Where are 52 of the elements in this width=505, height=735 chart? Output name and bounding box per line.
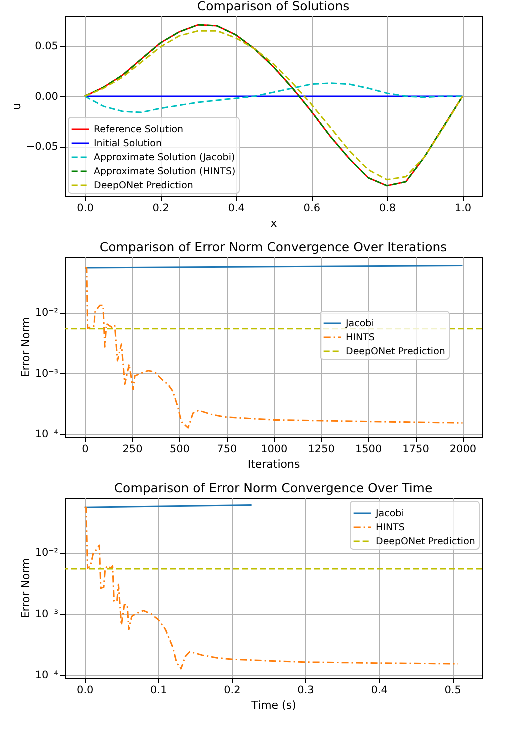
y-tick-label: 10⁻² — [35, 307, 58, 320]
chart-title: Comparison of Error Norm Convergence Over Time — [114, 480, 433, 496]
x-tick-label: 0.5 — [444, 684, 462, 696]
x-tick-label: 2000 — [450, 444, 477, 456]
x-tick-label: 1500 — [355, 444, 382, 456]
x-tick-label: 0.2 — [152, 202, 170, 214]
legend-label: DeepONet Prediction — [346, 346, 446, 358]
y-tick-label: −0.05 — [26, 141, 58, 154]
legend-label: DeepONet Prediction — [376, 536, 476, 548]
y-tick-label: 0.00 — [35, 90, 58, 103]
legend-label: Approximate Solution (Jacobi) — [94, 152, 236, 164]
chart-title: Comparison of Solutions — [197, 0, 350, 14]
legend-label: HINTS — [376, 522, 405, 534]
y-tick-label: 10⁻³ — [35, 608, 58, 620]
x-tick-label: 1000 — [261, 444, 288, 456]
chart-title: Comparison of Error Norm Convergence Over Iterations — [100, 240, 448, 254]
y-axis-title: u — [10, 103, 24, 110]
x-tick-label: 0.1 — [150, 684, 168, 696]
x-tick-label: 0 — [82, 444, 89, 456]
y-tick-label: 10⁻² — [35, 547, 58, 560]
x-axis-title: Time (s) — [250, 699, 296, 712]
x-tick-label: 0.6 — [304, 202, 321, 214]
x-tick-label: 0.0 — [77, 684, 94, 696]
x-tick-label: 1750 — [402, 444, 430, 456]
x-tick-label: 1.0 — [454, 202, 472, 214]
x-tick-label: 250 — [122, 444, 143, 456]
x-tick-label: 0.0 — [77, 202, 94, 214]
y-axis-title: Error Norm — [19, 558, 32, 619]
x-tick-label: 1250 — [308, 444, 335, 456]
legend-label: DeepONet Prediction — [94, 180, 194, 192]
legend-label: Initial Solution — [94, 138, 162, 150]
y-tick-label: 10⁻⁴ — [35, 428, 58, 441]
x-tick-label: 0.8 — [379, 202, 396, 214]
x-axis-title: x — [270, 217, 278, 230]
x-tick-label: 500 — [170, 444, 190, 456]
legend-label: Jacobi — [345, 318, 374, 330]
legend-label: Jacobi — [375, 508, 404, 520]
y-tick-label: 0.05 — [35, 40, 58, 53]
x-tick-label: 750 — [217, 444, 238, 456]
legend-label: Approximate Solution (HINTS) — [94, 166, 236, 178]
x-tick-label: 0.3 — [298, 684, 314, 696]
legend-label: Reference Solution — [94, 124, 184, 136]
x-axis-title: Iterations — [248, 458, 300, 471]
x-tick-label: 0.2 — [224, 684, 241, 696]
line-series — [84, 82, 464, 114]
x-tick-label: 0.4 — [228, 202, 246, 214]
y-axis-title: Error Norm — [19, 317, 32, 378]
x-tick-label: 0.4 — [371, 684, 388, 696]
y-tick-label: 10⁻⁴ — [35, 670, 58, 682]
legend-label: HINTS — [346, 332, 375, 344]
line-series — [84, 267, 464, 429]
y-tick-label: 10⁻³ — [35, 368, 58, 380]
